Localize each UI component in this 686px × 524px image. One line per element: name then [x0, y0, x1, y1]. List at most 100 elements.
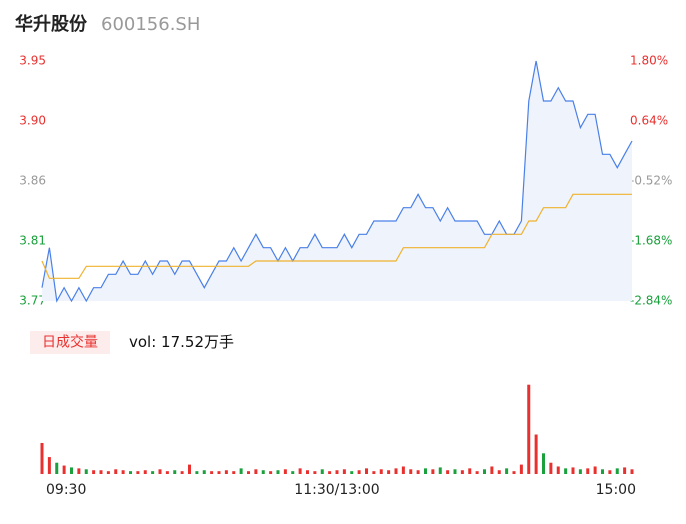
y-tick-label: 3.77 [19, 294, 46, 308]
volume-bar [328, 471, 332, 474]
volume-bar [210, 471, 214, 474]
volume-bar [372, 471, 376, 474]
volume-bar [394, 468, 398, 474]
volume-bar [173, 470, 177, 474]
y-tick-label: 3.81 [19, 234, 46, 248]
volume-bar [446, 470, 450, 474]
y-tick-label: 3.95 [19, 54, 46, 68]
volume-bar [549, 462, 553, 474]
y2-tick-label: 1.80% [630, 54, 668, 68]
volume-bar [571, 467, 575, 474]
volume-bar [601, 469, 604, 474]
volume-bar [615, 468, 619, 474]
volume-bar [114, 469, 118, 474]
volume-bar [556, 466, 560, 474]
stock-code: 600156.SH [101, 14, 200, 35]
volume-bar [254, 469, 258, 474]
volume-bar [121, 470, 125, 474]
volume-bar [608, 470, 612, 474]
volume-bar [224, 470, 228, 474]
volume-bar [180, 471, 184, 474]
volume-bar [527, 384, 531, 474]
volume-bar [519, 464, 523, 474]
volume-bar [232, 471, 236, 474]
volume-bar [151, 471, 155, 474]
volume-bar [483, 469, 486, 474]
volume-bar [269, 471, 273, 474]
volume-bar [460, 470, 464, 474]
volume-bar [158, 469, 162, 474]
volume-bar [438, 467, 442, 474]
volume-bar [202, 470, 206, 474]
volume-bar [424, 468, 427, 474]
volume-bar [534, 434, 538, 474]
volume-bar [630, 469, 634, 474]
volume-bar [468, 468, 472, 474]
volume-bar [320, 469, 324, 474]
volume-summary: vol: 17.52万手 [129, 333, 234, 351]
volume-bar [564, 468, 568, 474]
y2-tick-label: -1.68% [630, 234, 672, 248]
volume-bar [239, 468, 243, 474]
volume-bar [593, 466, 597, 474]
volume-bar [62, 465, 66, 474]
price-area [42, 61, 632, 301]
volume-bar [84, 469, 88, 474]
x-tick-label: 15:00 [596, 482, 636, 498]
y2-tick-label: 0.64% [630, 114, 668, 128]
volume-bar [247, 471, 250, 474]
volume-bar [291, 471, 295, 474]
x-tick-label: 09:30 [46, 482, 86, 498]
volume-bar [188, 464, 191, 474]
volume-bar [475, 471, 479, 474]
y2-tick-label: -0.52% [630, 174, 672, 188]
volume-bar [40, 442, 44, 474]
volume-bar [453, 469, 457, 474]
volume-bar [416, 470, 420, 474]
volume-bar [431, 469, 435, 474]
volume-bar [497, 470, 501, 474]
volume-bar [165, 471, 169, 474]
volume-bar [195, 471, 199, 474]
volume-bar [357, 470, 361, 474]
volume-label-box [30, 331, 110, 354]
volume-bar [55, 462, 59, 474]
volume-bar [409, 469, 413, 474]
series-line [41, 60, 633, 303]
volume-bar [350, 471, 354, 474]
volume-bar [335, 470, 339, 474]
volume-bar [77, 468, 81, 474]
volume-bar [505, 468, 509, 474]
volume-bar [306, 470, 309, 474]
volume-bar [512, 471, 516, 474]
y-tick-label: 3.90 [19, 114, 46, 128]
volume-bar [283, 469, 287, 474]
volume-bar [99, 470, 103, 474]
volume-bar [276, 470, 280, 474]
volume-bar [542, 453, 545, 474]
volume-bar [490, 466, 494, 474]
volume-bar [217, 471, 221, 474]
volume-bar [365, 468, 368, 474]
volume-bar [401, 466, 405, 474]
volume-bar [387, 470, 391, 474]
volume-label: 日成交量 [42, 334, 98, 351]
volume-bar [578, 469, 582, 474]
volume-bar [70, 467, 73, 474]
volume-bar [623, 467, 627, 474]
x-tick-label: 11:30/13:00 [294, 482, 379, 498]
series-line [41, 193, 632, 279]
volume-bar [143, 470, 147, 474]
volume-bar [129, 471, 132, 474]
volume-bar [106, 471, 110, 474]
volume-bar [342, 469, 346, 474]
volume-bar [136, 471, 140, 474]
volume-bar [586, 468, 590, 474]
y2-tick-label: -2.84% [630, 294, 672, 308]
stock-name: 华升股份 [15, 13, 88, 35]
volume-bar [261, 470, 265, 474]
volume-bar [47, 457, 51, 474]
y-tick-label: 3.86 [19, 174, 46, 188]
